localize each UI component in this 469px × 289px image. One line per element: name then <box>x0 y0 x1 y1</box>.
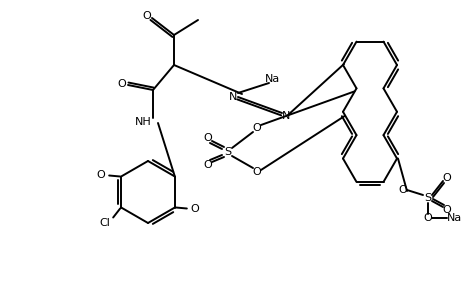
Text: O: O <box>424 213 432 223</box>
Text: Cl: Cl <box>100 218 111 227</box>
Text: O: O <box>399 185 408 195</box>
Text: S: S <box>225 147 232 157</box>
Text: O: O <box>97 171 106 181</box>
Text: O: O <box>443 205 451 215</box>
Text: N: N <box>282 111 290 121</box>
Text: O: O <box>443 173 451 183</box>
Text: O: O <box>253 123 261 133</box>
Text: O: O <box>204 160 212 170</box>
Text: O: O <box>118 79 126 89</box>
Text: N: N <box>229 92 237 102</box>
Text: Na: Na <box>265 74 280 84</box>
Text: O: O <box>253 167 261 177</box>
Text: O: O <box>204 133 212 143</box>
Text: O: O <box>143 11 151 21</box>
Text: Na: Na <box>447 213 462 223</box>
Text: O: O <box>190 205 199 214</box>
Text: S: S <box>424 193 431 203</box>
Text: NH: NH <box>135 117 151 127</box>
